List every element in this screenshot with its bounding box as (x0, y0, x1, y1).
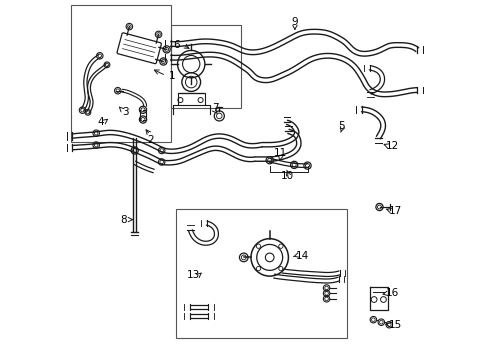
Text: 7: 7 (212, 103, 219, 113)
Text: 13: 13 (186, 270, 200, 280)
Text: 1: 1 (169, 71, 176, 81)
Text: 4: 4 (97, 117, 103, 127)
Text: 14: 14 (295, 251, 308, 261)
Text: 8: 8 (121, 215, 127, 225)
Text: 16: 16 (385, 288, 398, 298)
Text: 2: 2 (146, 135, 153, 145)
Text: 3: 3 (122, 107, 129, 117)
Text: 9: 9 (291, 17, 298, 27)
Text: 10: 10 (281, 171, 294, 181)
Text: 15: 15 (387, 320, 401, 330)
Text: 5: 5 (338, 121, 345, 131)
Bar (71, 5, 170, 142)
Bar (170, 25, 241, 108)
Text: 11: 11 (273, 148, 286, 158)
Text: 12: 12 (385, 141, 398, 151)
Bar (176, 209, 346, 338)
Text: 17: 17 (387, 206, 401, 216)
FancyBboxPatch shape (117, 33, 161, 64)
Text: 6: 6 (172, 40, 179, 50)
